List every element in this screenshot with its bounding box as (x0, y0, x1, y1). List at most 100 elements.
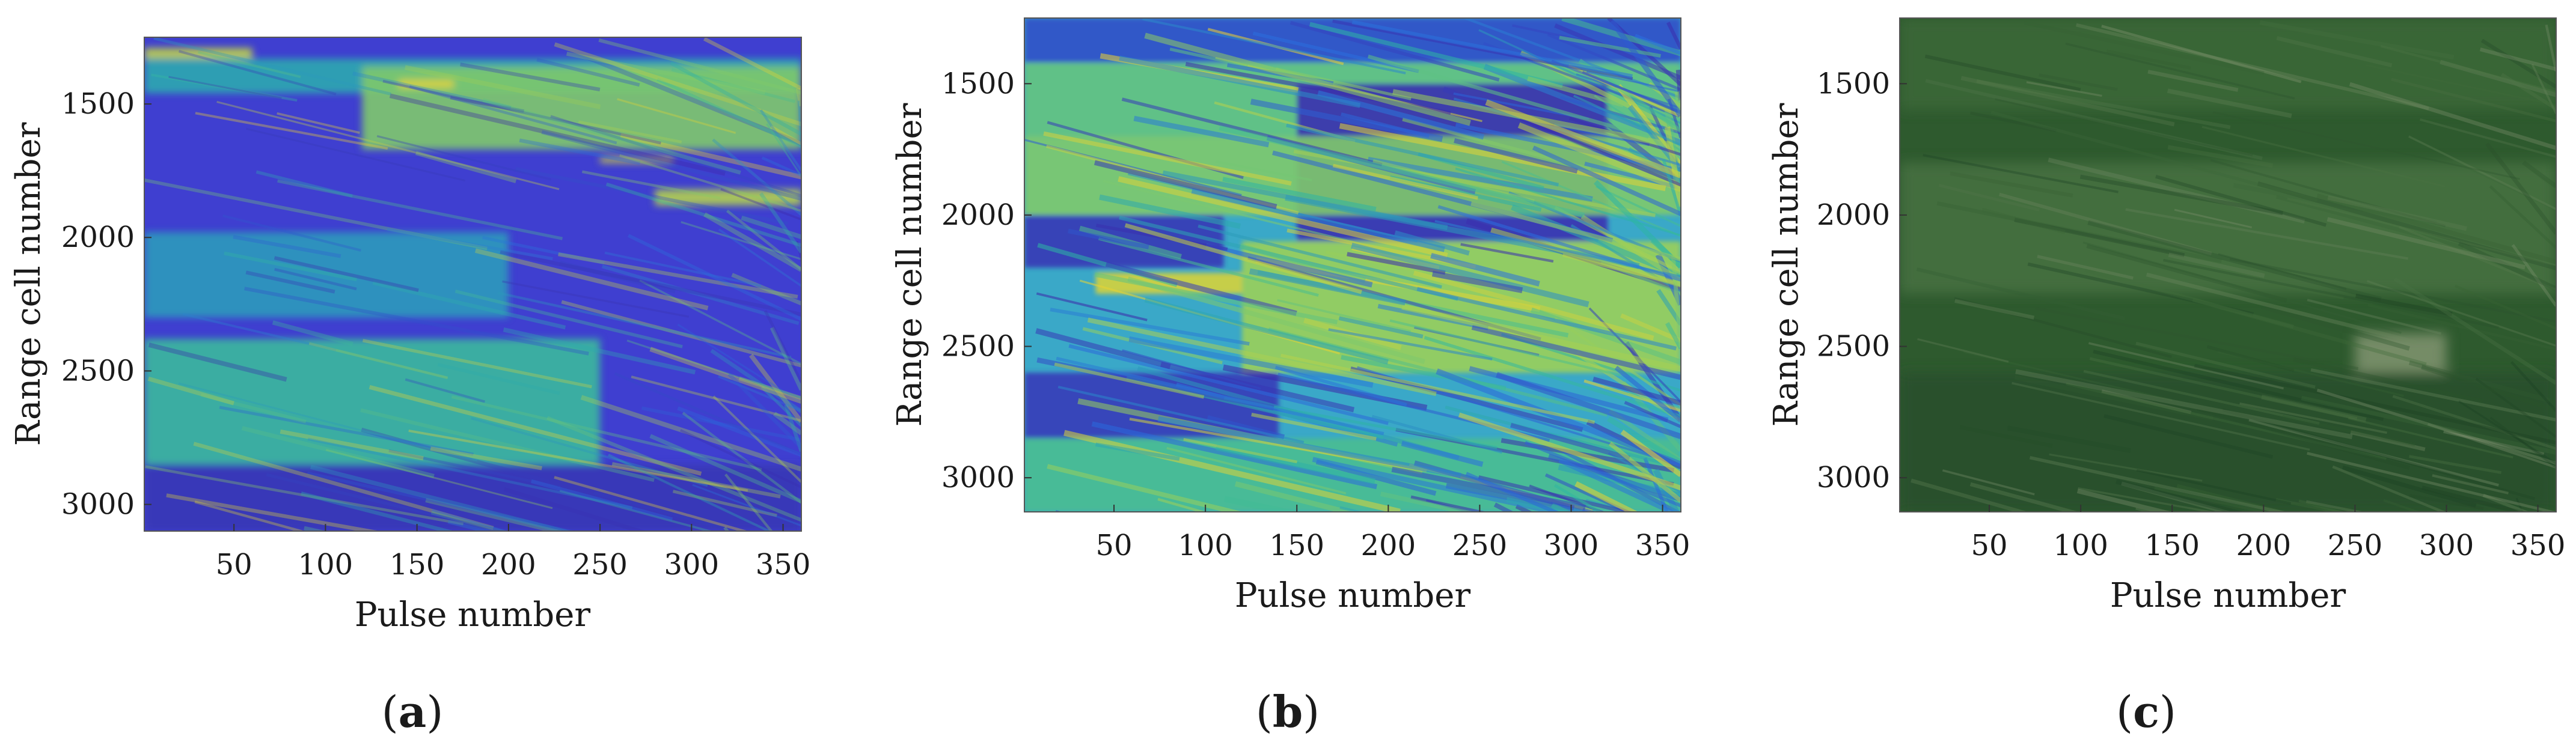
y-axis-ticks: 1500 2000 2500 3000 (61, 87, 151, 521)
heatmap-streak (274, 267, 357, 291)
heatmap-streak (759, 109, 801, 172)
heatmap-streak (1166, 446, 1347, 495)
heatmap-streak (2316, 389, 2556, 465)
heatmap-streak (1391, 466, 1586, 511)
heatmap-streak (1162, 170, 1448, 230)
heatmap-streak (2350, 430, 2426, 452)
heatmap-streak (2101, 25, 2302, 84)
heatmap-streak (1960, 76, 2175, 127)
heatmap-streak (474, 248, 709, 311)
heatmap-streak (1653, 469, 1680, 512)
heatmap-streak (1144, 32, 1471, 126)
heatmap-streak (1650, 238, 1681, 269)
heatmap-streak (1529, 484, 1606, 512)
heatmap-streak (2201, 126, 2446, 188)
heatmap-streak (2087, 220, 2382, 302)
heatmap-streak (308, 342, 448, 379)
heatmap-streak (432, 509, 509, 531)
heatmap-streak (2475, 377, 2556, 438)
heatmap-streak (1976, 79, 2231, 129)
y-tick-label: 2500 (941, 330, 1015, 363)
heatmap-streak (2427, 423, 2556, 469)
heatmap-streak (2155, 174, 2327, 227)
heatmap-streak (2210, 159, 2446, 227)
heatmap-streak (1911, 478, 2029, 512)
heatmap-streak (2489, 416, 2556, 469)
heatmap-streak (2083, 369, 2320, 425)
heatmap-streak (1942, 469, 2035, 496)
heatmap-streak (1471, 324, 1681, 380)
heatmap-streak (2121, 481, 2233, 512)
x-axis-ticks: 50 100 150 200 250 300 350 (1971, 505, 2565, 562)
heatmap-streak (1351, 242, 1589, 308)
heatmap-streak (605, 182, 801, 248)
heatmap-streak (2355, 293, 2453, 317)
heatmap-streak (233, 235, 341, 258)
heatmap-streak (1442, 87, 1681, 183)
heatmap-streak (2089, 357, 2358, 420)
y-axis-ticks: 1500 2000 2500 3000 (941, 67, 1032, 494)
heatmap-streak (2275, 498, 2346, 512)
heatmap-streak (1981, 207, 2066, 234)
x-tick-label: 100 (298, 548, 353, 582)
heatmap-streak (361, 427, 550, 484)
heatmap-streak (2276, 36, 2393, 67)
heatmap-streak (1087, 317, 1437, 397)
heatmap-streak (272, 320, 353, 347)
y-tick-label: 2000 (1817, 198, 1890, 232)
heatmap-streak (558, 252, 798, 299)
heatmap-streak (1215, 160, 1312, 181)
heatmap-streak (761, 156, 801, 177)
y-tick-label: 3000 (1817, 461, 1890, 494)
panel-caption: (b) (1256, 686, 1320, 737)
heatmap-streak (626, 339, 801, 399)
heatmap-streak (1142, 18, 1406, 74)
heatmap-streak (559, 261, 676, 294)
x-tick-label: 200 (2236, 529, 2292, 562)
heatmap-streak (718, 375, 801, 412)
heatmap-streak (1219, 125, 1585, 218)
heatmap-streak (1249, 268, 1406, 306)
heatmap-streak (727, 372, 801, 449)
heatmap-streak (471, 417, 708, 487)
heatmap-streak (2440, 59, 2556, 97)
chart-panel-b: 50 100 150 200 250 300 350 1500 2000 2500 3000 Pu… (890, 17, 1690, 737)
heatmap-band (1900, 18, 2556, 111)
heatmap-streak (2106, 49, 2192, 70)
heatmap-streak (244, 287, 589, 356)
heatmap-streak (1954, 299, 2035, 320)
heatmap-streak (738, 376, 801, 400)
heatmap-streak (703, 37, 801, 90)
heatmap-texture (1911, 20, 2556, 512)
heatmap-streak (1122, 349, 1261, 390)
heatmap-streak (2154, 486, 2271, 512)
heatmap-streak (1328, 328, 1493, 361)
heatmap-streak (1240, 243, 1366, 283)
panel-caption-letter: b (1273, 686, 1303, 737)
heatmap-streak (482, 236, 605, 265)
heatmap-streak (620, 133, 801, 180)
plot-frame (1024, 17, 1681, 512)
heatmap-streak (1998, 192, 2212, 256)
heatmap-streak (1157, 497, 1207, 512)
heatmap-streak (1275, 67, 1412, 100)
heatmap-streak (2116, 479, 2245, 512)
heatmap-streak (151, 73, 298, 102)
heatmap-streak (2088, 342, 2284, 390)
heatmap-streak (148, 342, 287, 382)
heatmap-streak (2167, 145, 2274, 168)
x-tick-label: 250 (1452, 529, 1508, 562)
heatmap-streak (195, 112, 388, 150)
heatmap-streak (178, 382, 478, 461)
heatmap-streak (2076, 23, 2429, 111)
panel-caption: (c) (2116, 686, 2176, 737)
x-tick-label: 50 (1096, 529, 1133, 562)
heatmap-streak (2409, 494, 2484, 511)
heatmap-streak (515, 167, 789, 225)
heatmap-streak (1068, 228, 1149, 249)
heatmap-streak (561, 45, 801, 146)
heatmap-streak (255, 170, 353, 198)
heatmap-streak (2079, 174, 2283, 216)
heatmap-streak (2432, 474, 2509, 494)
y-tick-label: 3000 (61, 488, 135, 521)
